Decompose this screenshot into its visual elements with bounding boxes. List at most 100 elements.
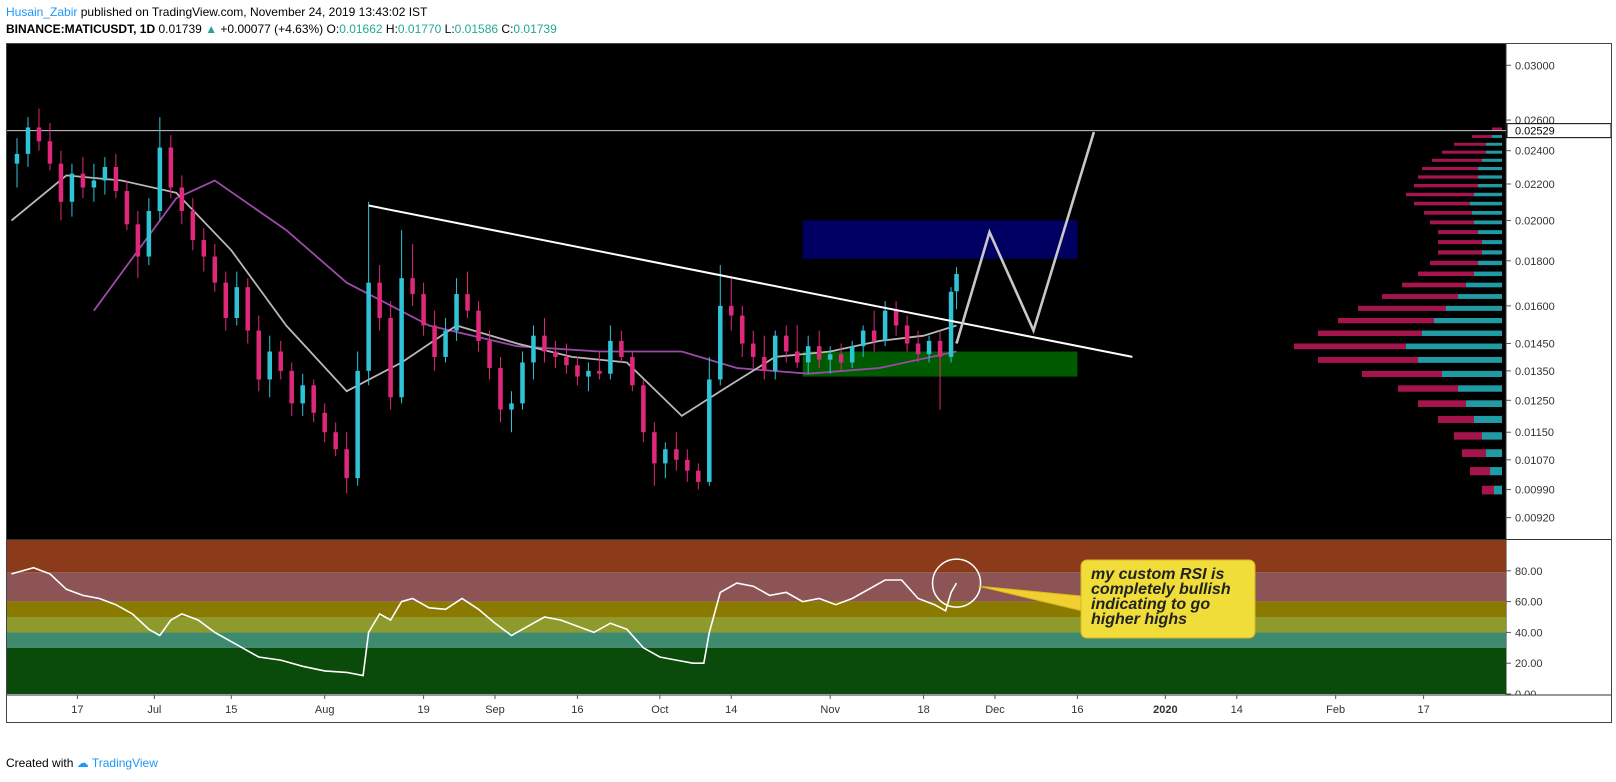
volume-profile-down-bar: [1414, 201, 1470, 206]
candle-body: [685, 459, 690, 471]
volume-profile-down-bar: [1438, 240, 1482, 245]
close-value: 0.01739: [513, 22, 557, 36]
time-tick-label: Oct: [651, 704, 668, 716]
volume-profile-up-bar: [1486, 142, 1502, 146]
price-tick-label: 0.01150: [1515, 427, 1554, 439]
volume-profile-up-bar: [1474, 271, 1502, 277]
volume-profile-up-bar: [1474, 192, 1502, 197]
candle-body: [311, 385, 316, 413]
candle-body: [355, 370, 360, 479]
callout-text-line: my custom RSI is: [1091, 566, 1224, 583]
candle-body: [278, 351, 283, 371]
time-tick-label: Aug: [315, 704, 335, 716]
volume-profile-down-bar: [1414, 183, 1478, 188]
open-label: O:: [326, 22, 340, 36]
volume-profile-down-bar: [1418, 175, 1478, 179]
candle-body: [366, 282, 371, 371]
publish-line: Husain_Zabir published on TradingView.co…: [6, 4, 557, 21]
triangle-up-icon: ▲: [205, 22, 218, 36]
candle-body: [14, 153, 20, 164]
rsi-line: [11, 566, 958, 677]
volume-profile-up-bar: [1478, 183, 1502, 188]
tradingview-link[interactable]: TradingView: [91, 756, 158, 770]
target-zone: [802, 220, 1078, 259]
candle-body: [849, 346, 855, 363]
volume-profile-up-bar: [1442, 370, 1502, 378]
volume-profile-up-bar: [1434, 317, 1502, 324]
price-tick-label: 0.01350: [1515, 366, 1555, 378]
candle-body: [245, 287, 251, 331]
chart-area[interactable]: 0.03000 0.02600 0.02400 0.02200 0.02000 0.018…: [6, 43, 1612, 747]
volume-profile-up-bar: [1458, 294, 1502, 299]
candle-body: [267, 351, 272, 380]
volume-profile-up-bar: [1490, 467, 1502, 476]
main-pane-background: [6, 43, 1506, 539]
volume-profile-up-bar: [1466, 400, 1502, 408]
price-tick-label: 0.01800: [1515, 256, 1555, 268]
author-link[interactable]: Husain_Zabir: [6, 5, 78, 19]
callout-box: [1080, 559, 1256, 639]
volume-profile-up-bar: [1478, 260, 1502, 266]
candle-body: [300, 385, 305, 404]
time-tick-label: Dec: [985, 704, 1005, 716]
candle-body: [816, 346, 822, 360]
candle-body: [179, 187, 185, 212]
candle-body: [212, 256, 218, 283]
candle-body: [289, 370, 294, 404]
high-value: 0.01770: [397, 22, 442, 36]
volume-profile-down-bar: [1358, 305, 1446, 311]
candle-body: [344, 449, 349, 479]
price-tick-label: 0.02000: [1515, 215, 1555, 227]
time-tick-label: Jul: [147, 704, 161, 716]
candle-body: [113, 166, 119, 192]
chart-header: Husain_Zabir published on TradingView.co…: [6, 4, 557, 38]
volume-profile-down-bar: [1454, 432, 1482, 440]
volume-profile-down-bar: [1398, 385, 1458, 392]
rsi-band: [6, 540, 1506, 573]
callout-text-line: completely bullish: [1091, 581, 1231, 598]
candle-body: [476, 310, 481, 341]
candle-body: [432, 325, 437, 357]
volume-profile-down-bar: [1382, 294, 1458, 299]
candle-body: [575, 365, 580, 377]
candle-body: [652, 432, 657, 464]
candle-body: [696, 470, 701, 482]
volume-profile-up-bar: [1482, 240, 1502, 245]
candle-body: [729, 305, 734, 316]
candle-body: [377, 282, 382, 318]
candle-body: [135, 224, 141, 257]
candle-body: [25, 127, 31, 154]
candle-body: [608, 340, 613, 374]
volume-profile-up-bar: [1474, 220, 1502, 225]
candle-body: [619, 340, 624, 357]
candle-body: [531, 335, 536, 363]
candle-body: [553, 351, 558, 357]
price-change: +0.00077 (+4.63%): [220, 22, 324, 36]
time-tick-label: 19: [417, 704, 429, 716]
price-axis-background: [1506, 43, 1612, 695]
candle-body: [223, 282, 229, 318]
candle-body: [641, 385, 646, 433]
candle-body: [102, 166, 108, 181]
price-tick-label: 0.01450: [1515, 339, 1555, 351]
volume-profile-up-bar: [1406, 343, 1502, 350]
time-tick-label: 16: [1071, 704, 1083, 716]
candle-body: [954, 273, 959, 292]
candle-body: [333, 432, 338, 450]
chart-svg[interactable]: 0.030000.026000.024000.022000.020000.018…: [6, 43, 1612, 747]
volume-profile-up-bar: [1486, 449, 1502, 458]
volume-profile-down-bar: [1430, 220, 1474, 225]
created-with-text: Created with: [6, 756, 74, 770]
candle-body: [157, 147, 163, 212]
price-tick-label: 0.00920: [1515, 513, 1555, 525]
candle-body: [838, 354, 844, 363]
rsi-band: [6, 601, 1506, 617]
candle-body: [904, 325, 910, 344]
volume-profile-down-bar: [1406, 192, 1474, 197]
volume-profile-down-bar: [1318, 356, 1418, 363]
last-price: 0.01739: [158, 22, 202, 36]
low-label: L:: [444, 22, 455, 36]
high-label: H:: [385, 22, 398, 36]
volume-profile-up-bar: [1494, 485, 1502, 495]
candle-body: [58, 163, 64, 202]
